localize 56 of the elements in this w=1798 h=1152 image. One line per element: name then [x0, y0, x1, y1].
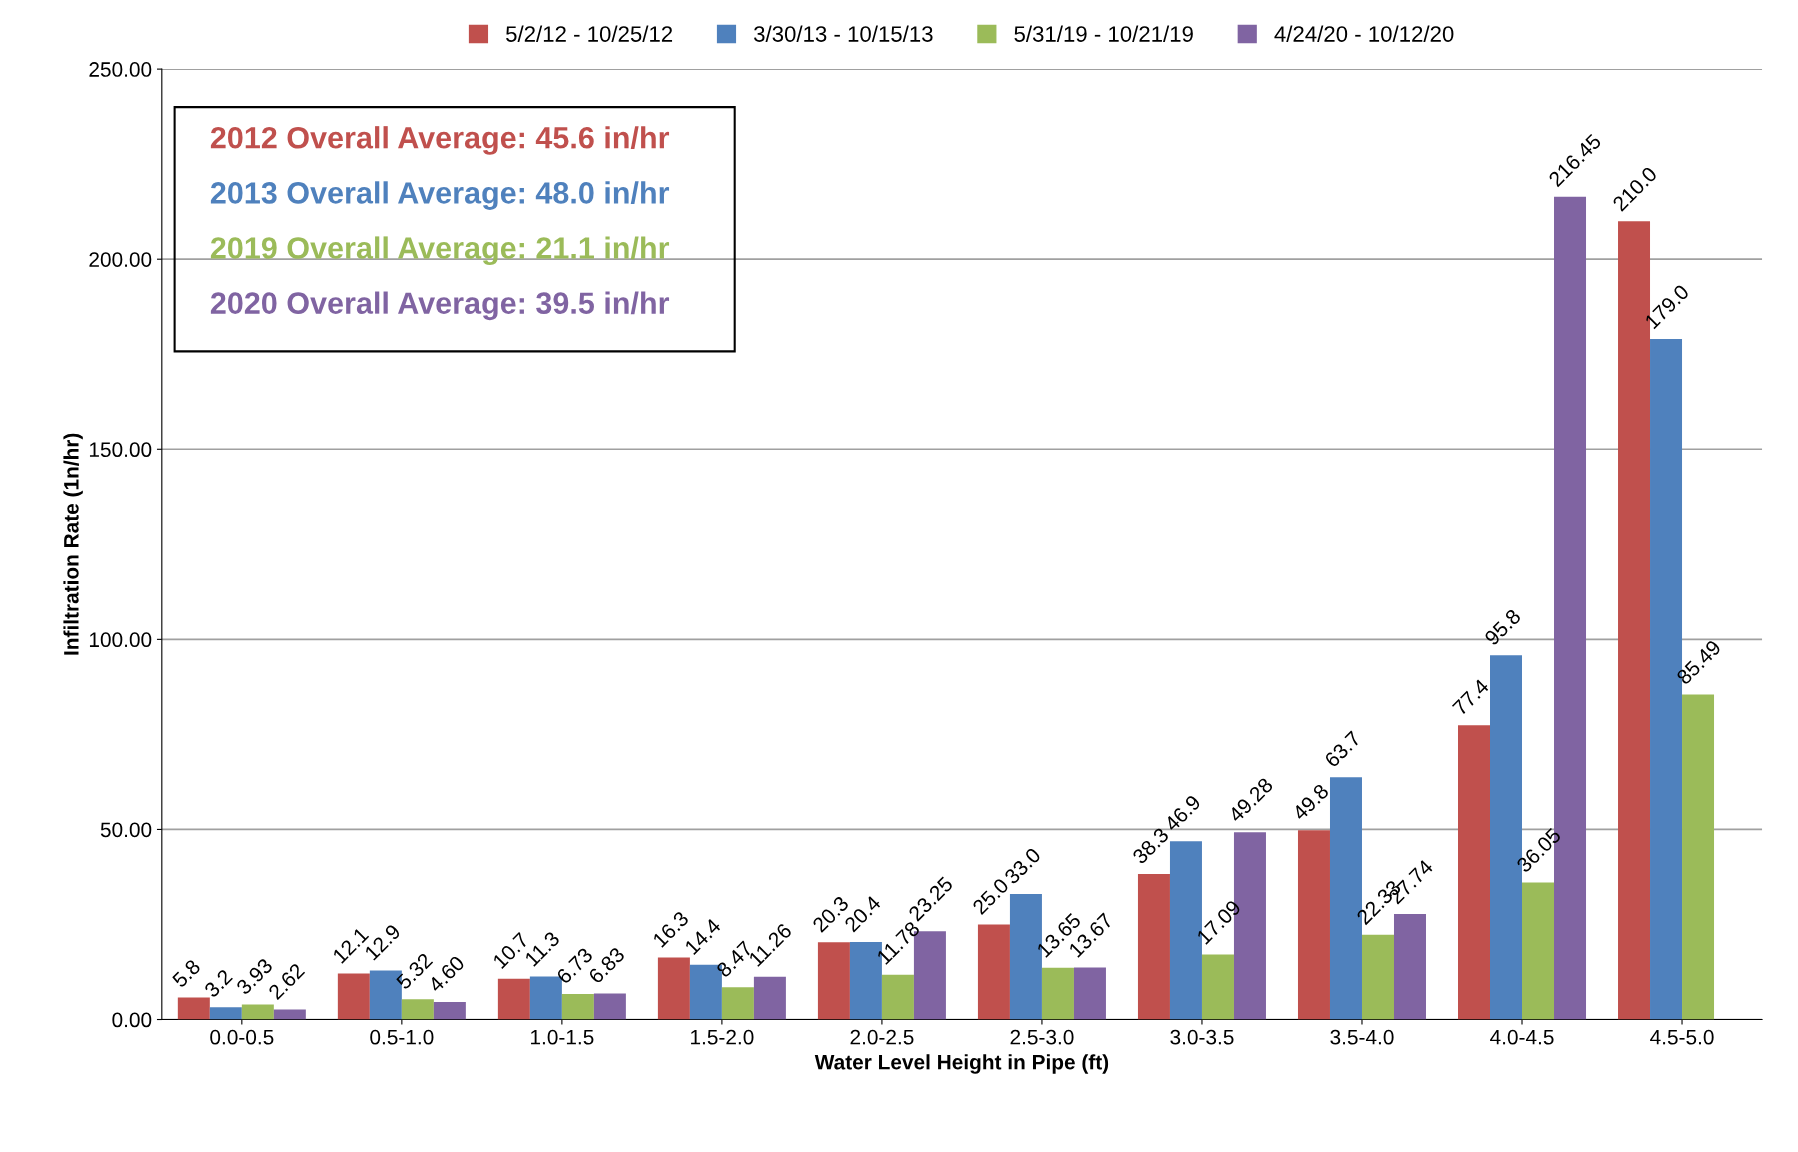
annotation: 2020 Overall Average: 39.5 in/hr [210, 291, 670, 321]
bar [1361, 934, 1394, 1020]
annotation: 2012 Overall Average: 45.6 in/hr [210, 126, 670, 155]
legend-label: 3/30/13 - 10/15/13 [754, 25, 933, 42]
bar [401, 999, 434, 1020]
y-tick-label: 0.00 [112, 1012, 152, 1028]
y-axis-title: Infiltration Rate (1n/hr) [63, 433, 83, 655]
bar [1137, 873, 1170, 1020]
bar [977, 924, 1010, 1020]
x-tick-label: 0.5-1.0 [370, 1029, 434, 1045]
bar [1682, 694, 1715, 1020]
x-tick-label: 2.0-2.5 [850, 1029, 914, 1045]
x-axis-title: Water Level Height in Pipe (ft) [814, 1054, 1109, 1074]
bar [177, 997, 210, 1020]
legend-label: 5/2/12 - 10/25/12 [506, 25, 673, 42]
x-tick-label: 3.5-4.0 [1330, 1029, 1394, 1045]
y-tick-label: 200.00 [89, 252, 152, 267]
y-tick-label: 50.00 [100, 822, 152, 838]
bar [721, 987, 754, 1020]
legend-label: 5/31/19 - 10/21/19 [1014, 25, 1193, 42]
x-tick-label: 4.0-4.5 [1490, 1029, 1554, 1045]
x-tick-label: 4.5-5.0 [1650, 1029, 1714, 1045]
bar [1041, 967, 1074, 1020]
annotation: 2019 Overall Average: 21.1 in/hr [210, 236, 670, 266]
y-tick-label: 100.00 [89, 632, 152, 648]
x-tick-label: 1.5-2.0 [691, 1029, 754, 1045]
bar [817, 942, 850, 1020]
bar [1297, 830, 1330, 1020]
bar [497, 978, 530, 1020]
bar [753, 976, 786, 1020]
x-tick-label: 1.0-1.5 [531, 1029, 594, 1045]
bar [1073, 967, 1106, 1020]
bar [561, 993, 594, 1020]
annotation: 2013 Overall Average: 48.0 in/hr [210, 181, 670, 210]
bar [433, 1002, 466, 1020]
data-label: 3.2 [203, 968, 234, 999]
y-tick-label: 150.00 [89, 442, 152, 458]
legend-label: 4/24/20 - 10/12/20 [1274, 25, 1454, 42]
bar [337, 973, 370, 1020]
bar [209, 1007, 242, 1020]
x-tick-label: 0.0-0.5 [210, 1029, 274, 1045]
bar [881, 974, 914, 1020]
bar [657, 957, 690, 1020]
bar [593, 993, 626, 1020]
bar [1201, 954, 1234, 1020]
data-label: 77.4 [1451, 678, 1490, 716]
bar [273, 1009, 306, 1020]
bar [1458, 725, 1490, 1020]
bar [241, 1004, 274, 1020]
x-tick-label: 3.0-3.5 [1170, 1029, 1234, 1045]
y-tick-label: 250.00 [89, 62, 152, 77]
data-label: 95.8 [1483, 608, 1522, 647]
x-tick-label: 2.5-3.0 [1010, 1029, 1074, 1045]
bar [1522, 882, 1555, 1020]
data-label: 49.8 [1291, 783, 1330, 822]
data-label: 5.8 [171, 958, 202, 989]
